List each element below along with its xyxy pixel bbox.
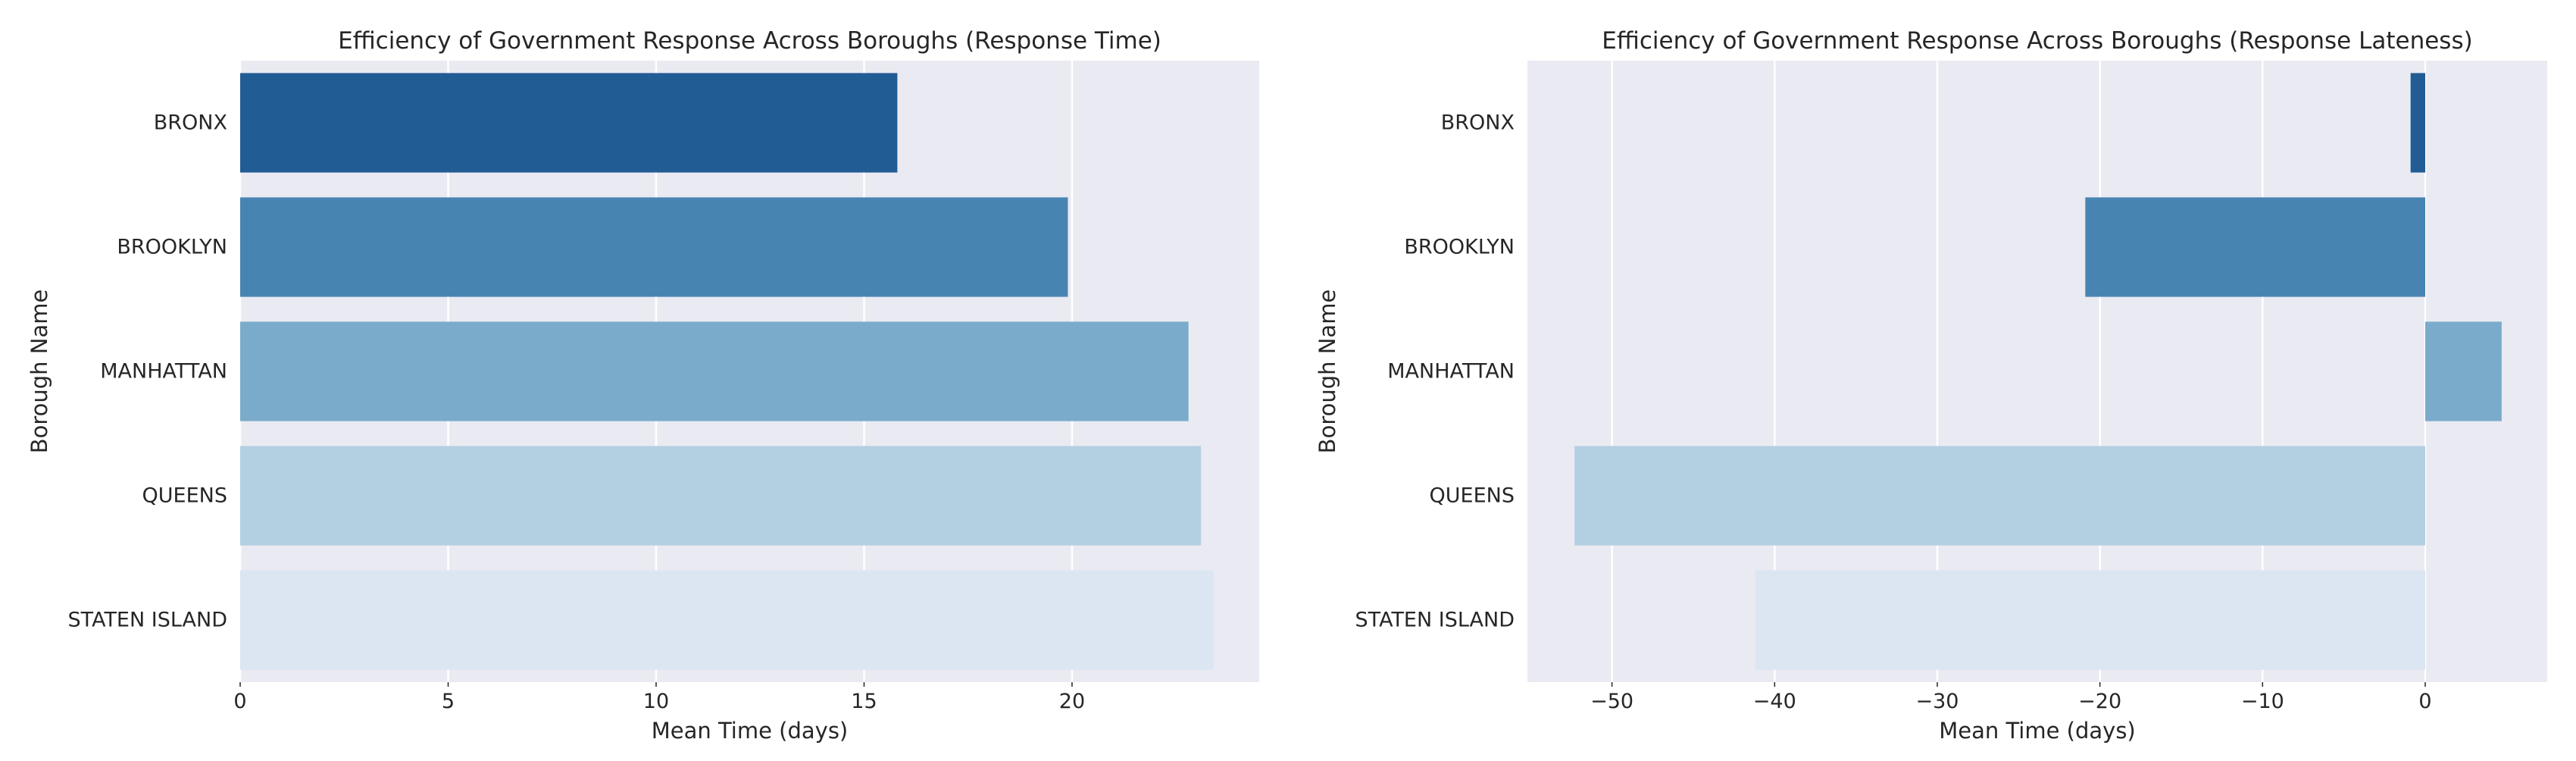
x-tick-label: 0 <box>2418 690 2431 713</box>
bar-staten-island <box>240 570 1214 670</box>
bar-staten-island <box>1755 570 2425 670</box>
y-tick-label-queens: QUEENS <box>1430 484 1515 508</box>
bar-bronx <box>2410 73 2425 173</box>
x-tick-label: 5 <box>442 690 455 713</box>
bar-manhattan <box>240 321 1189 421</box>
chart-title: Efficiency of Government Response Across… <box>338 27 1161 55</box>
y-tick-label-staten-island: STATEN ISLAND <box>68 609 227 632</box>
bar-queens <box>240 446 1202 546</box>
y-tick-label-bronx: BRONX <box>154 111 227 135</box>
y-tick-label-queens: QUEENS <box>142 484 227 508</box>
chart-title: Efficiency of Government Response Across… <box>1602 27 2472 55</box>
bar-manhattan <box>2424 321 2502 421</box>
y-tick-label-bronx: BRONX <box>1441 111 1515 135</box>
chart-response-lateness: BRONX BROOKLYN MANHATTAN QUEENS STATEN ISLAN… <box>1315 27 2547 744</box>
y-tick-label-brooklyn: BROOKLYN <box>117 236 227 259</box>
x-tick-label: 10 <box>643 690 669 713</box>
bar-bronx <box>240 73 898 173</box>
x-tick-label: −20 <box>2078 690 2121 713</box>
bar-brooklyn <box>2085 197 2425 297</box>
y-tick-label-staten-island: STATEN ISLAND <box>1355 609 1515 632</box>
y-tick-label-manhattan: MANHATTAN <box>100 360 227 384</box>
x-tick-label: 15 <box>851 690 877 713</box>
x-tick-label: 20 <box>1059 690 1085 713</box>
x-tick-label: −30 <box>1915 690 1959 713</box>
y-axis-label: Borough Name <box>27 290 52 454</box>
x-tick-label: 0 <box>233 690 246 713</box>
chart-response-time: BRONX BROOKLYN MANHATTAN QUEENS STATEN ISLAN… <box>27 27 1259 744</box>
bar-brooklyn <box>240 197 1068 297</box>
y-tick-label-brooklyn: BROOKLYN <box>1404 236 1515 259</box>
y-axis-label: Borough Name <box>1315 290 1340 454</box>
x-axis-label: Mean Time (days) <box>1939 718 2136 744</box>
x-axis-label: Mean Time (days) <box>652 718 849 744</box>
y-tick-label-manhattan: MANHATTAN <box>1387 360 1515 384</box>
x-tick-label: −10 <box>2241 690 2284 713</box>
x-tick-label: −40 <box>1753 690 1796 713</box>
x-tick-label: −50 <box>1590 690 1633 713</box>
bar-queens <box>1574 446 2425 546</box>
